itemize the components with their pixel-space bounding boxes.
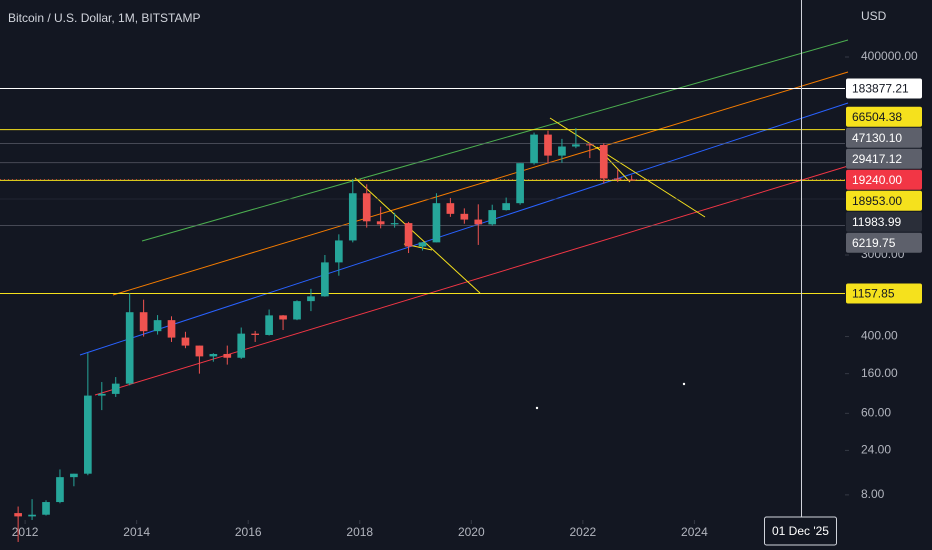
price-label: 18953.00 [852, 194, 902, 208]
candle-body [362, 193, 371, 222]
candle-body [42, 502, 50, 515]
candle-body [279, 315, 287, 320]
candle-body [56, 477, 64, 503]
candle-body [348, 193, 357, 241]
candle-body [599, 144, 608, 179]
x-tick-label: 2018 [346, 525, 373, 539]
price-label-box [846, 211, 922, 232]
candle-body [516, 163, 524, 204]
price-label-box [846, 232, 922, 253]
y-tick-label: 24.00 [861, 443, 891, 457]
candle-body [125, 312, 134, 384]
price-label: 6219.75 [852, 236, 896, 250]
trend-line [112, 71, 849, 296]
candle-body [84, 395, 92, 474]
candle-body [209, 353, 218, 357]
crosshair-label: 01 Dec '25 [772, 524, 829, 538]
price-label: 29417.12 [852, 152, 902, 166]
candle-body [237, 333, 246, 358]
y-tick-label: 400000.00 [861, 49, 918, 63]
trend-line [354, 177, 481, 294]
chart-title: Bitcoin / U.S. Dollar, 1M, BITSTAMP [8, 11, 201, 25]
x-tick-label: 2014 [123, 525, 150, 539]
candle-body [460, 213, 469, 220]
trend-line [141, 39, 849, 242]
candle-body [530, 134, 538, 164]
price-label: 183877.21 [852, 82, 909, 96]
y-tick-label: 60.00 [861, 406, 891, 420]
candle-body [97, 393, 106, 396]
candle-body [613, 178, 622, 180]
candle-body [111, 383, 120, 394]
price-label: 11983.99 [852, 215, 901, 229]
candle-body [223, 353, 232, 358]
candle-body [251, 333, 260, 335]
candle-body [28, 514, 36, 517]
price-label-box [846, 169, 922, 190]
candle-body [195, 345, 204, 357]
candle-body [335, 240, 343, 263]
price-label-box [846, 148, 922, 169]
candle-body [321, 262, 329, 297]
crosshair-label-box [763, 516, 837, 546]
candle-body [627, 179, 636, 181]
candle-body [544, 134, 552, 156]
candle-body [488, 210, 497, 225]
price-label: 1157.85 [852, 287, 895, 301]
x-tick-label: 2020 [458, 525, 485, 539]
x-tick-label: 2024 [681, 525, 708, 539]
x-tick-label: 2022 [570, 525, 597, 539]
candle-body [153, 320, 162, 332]
candle-body [70, 473, 78, 478]
trend-line [94, 165, 849, 396]
candle-body [139, 312, 148, 332]
x-tick-label: 2012 [12, 525, 39, 539]
y-tick-label: 160.00 [861, 366, 898, 380]
x-tick-label: 2016 [235, 525, 262, 539]
candle-body [474, 219, 483, 225]
candle-body [446, 203, 455, 214]
candle-body [307, 296, 315, 302]
candle-body [558, 146, 566, 156]
price-label: 66504.38 [852, 110, 902, 124]
currency-label: USD [861, 9, 887, 23]
price-label-box [846, 283, 922, 304]
marker-dot [682, 382, 686, 386]
candle-body [432, 203, 441, 243]
price-label-box [846, 78, 922, 99]
candle-body [376, 221, 385, 225]
candle-body [585, 144, 594, 146]
y-tick-label: 8.00 [861, 487, 885, 501]
candle-body [293, 301, 301, 320]
price-label-box [846, 190, 922, 211]
candle-body [418, 242, 427, 247]
candle-body [167, 320, 176, 338]
candle-body [404, 223, 413, 247]
candle-body [265, 315, 273, 335]
marker-dot [535, 406, 539, 410]
trend-line [79, 102, 849, 356]
candle-body [502, 203, 510, 211]
candle-body [181, 337, 190, 346]
candle-body [14, 513, 22, 517]
candle-body [390, 223, 399, 225]
candle-body [572, 144, 580, 147]
y-tick-label: 400.00 [861, 329, 898, 343]
price-label: 19240.00 [852, 173, 902, 187]
price-label-box [846, 106, 922, 127]
price-label: 47130.10 [852, 131, 902, 145]
price-label-box [846, 127, 922, 148]
